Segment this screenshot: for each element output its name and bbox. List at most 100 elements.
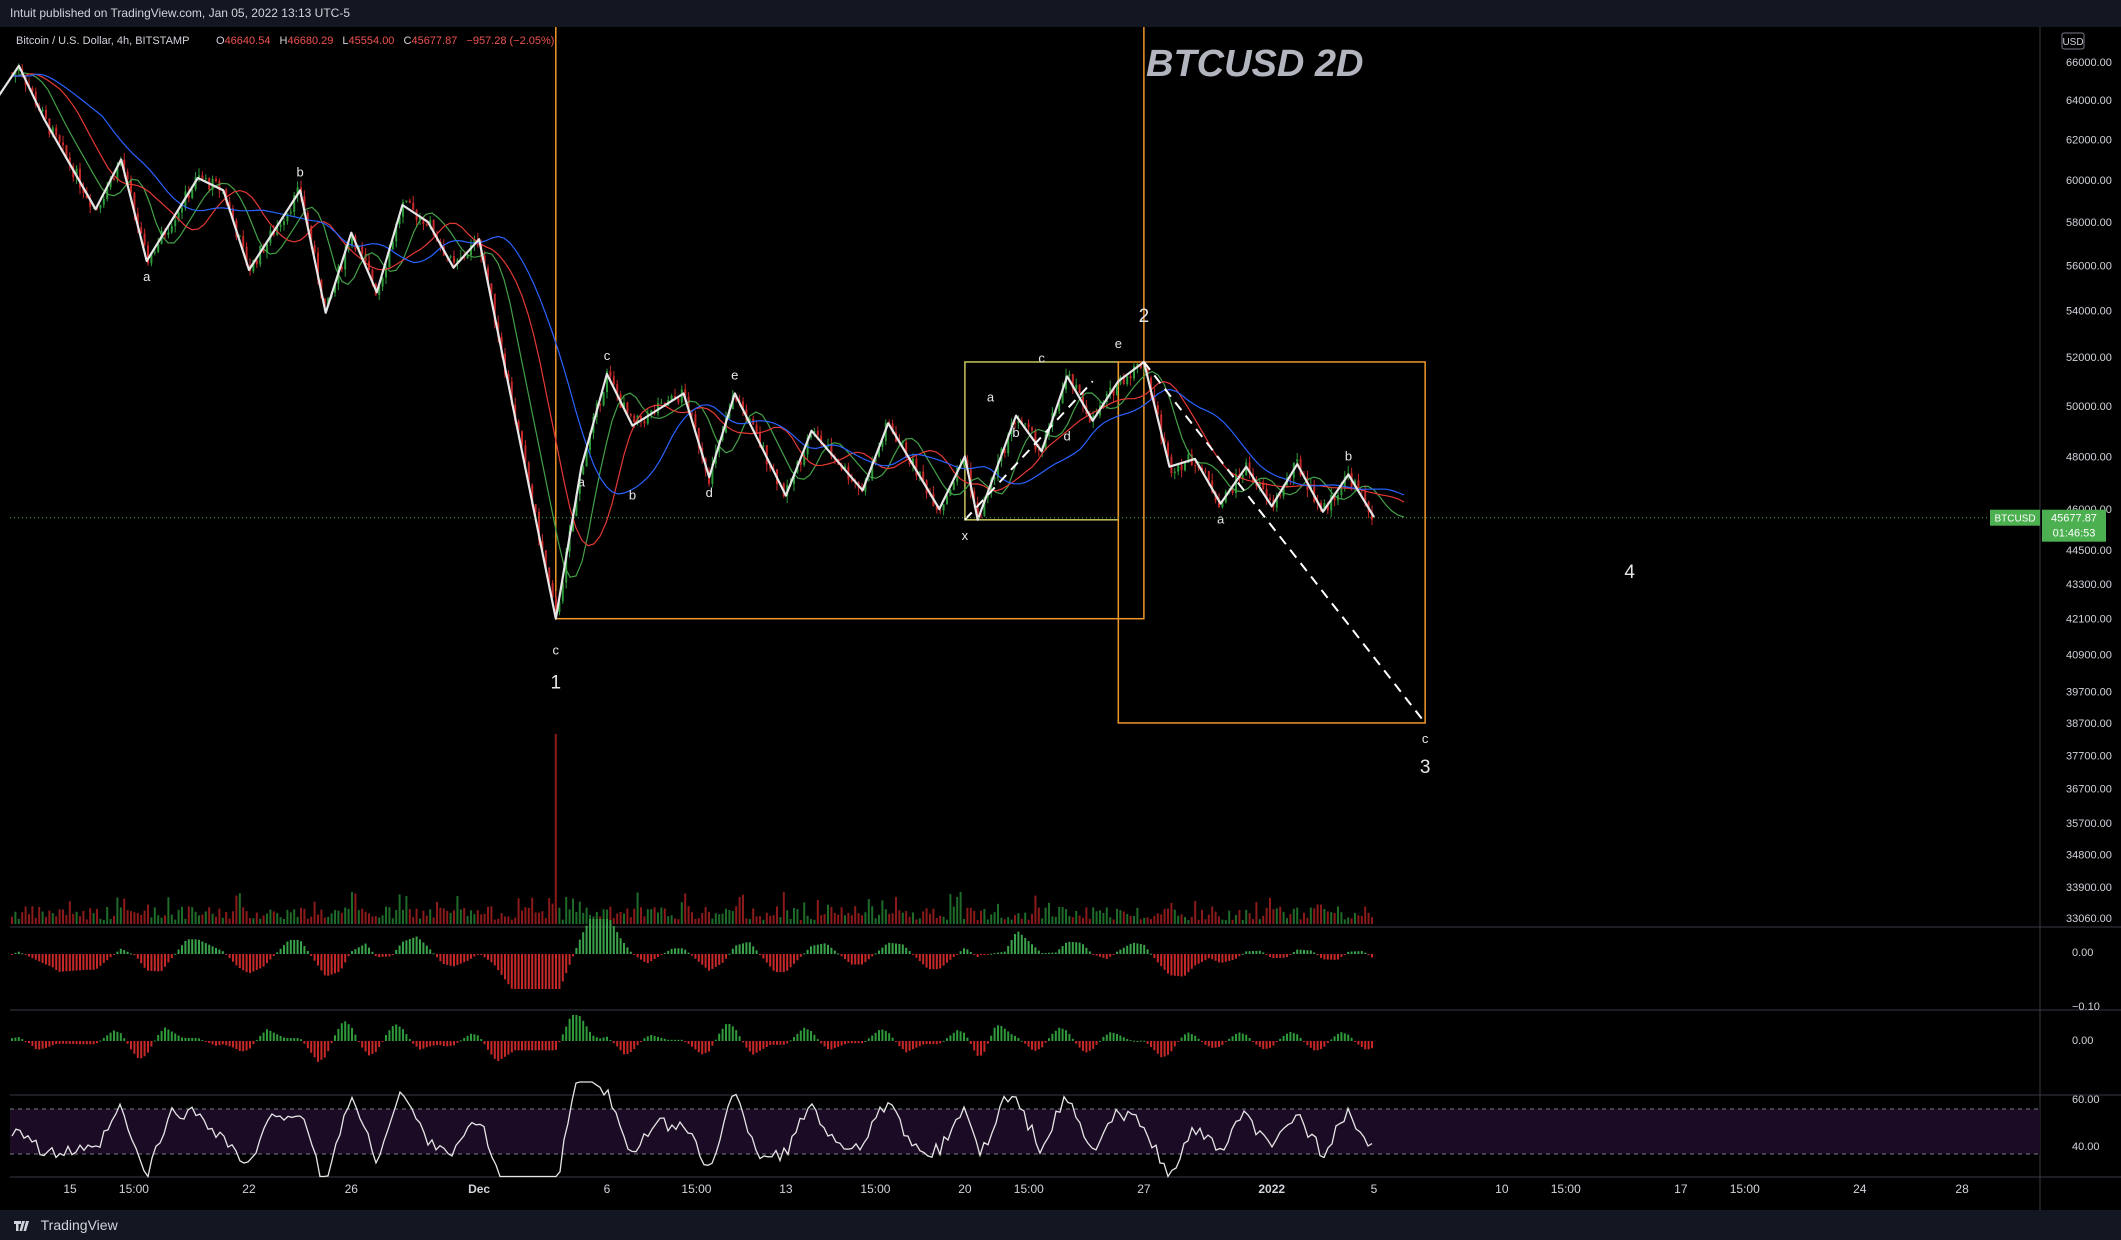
oscillator-1-bar <box>1051 952 1054 954</box>
oscillator-1-bar <box>1150 953 1152 955</box>
price-tag-value: 45677.87 <box>2051 513 2097 525</box>
volume-bar <box>742 894 744 924</box>
oscillator-2-bar <box>55 1041 58 1045</box>
volume-bar <box>524 907 527 924</box>
oscillator-1-bar <box>643 954 646 962</box>
oscillator-2-bar <box>1044 1041 1047 1043</box>
oscillator-1-bar <box>1119 949 1122 954</box>
chart-title: BTCUSD 2D <box>1146 43 1363 85</box>
candle-body <box>616 384 619 395</box>
candle-body <box>510 381 513 405</box>
oscillator-1-bar <box>191 939 194 954</box>
candle-body <box>1269 497 1271 500</box>
candle-body <box>711 463 714 484</box>
oscillator-2-bar <box>136 1041 139 1059</box>
volume-bar <box>997 903 999 924</box>
volume-bar <box>381 915 384 924</box>
oscillator-2-bar <box>612 1041 615 1044</box>
oscillator-2-bar <box>585 1026 588 1041</box>
oscillator-2-bar <box>31 1041 34 1046</box>
oscillator-1-bar <box>374 954 377 956</box>
oscillator-2-bar <box>810 1031 812 1041</box>
oscillator-1-bar <box>21 953 24 955</box>
oscillator-1-bar <box>1272 954 1275 959</box>
volume-bar <box>160 917 163 924</box>
oscillator-2-bar <box>378 1041 381 1048</box>
oscillator-2-bar <box>939 1041 942 1044</box>
oscillator-2-bar <box>422 1041 425 1049</box>
volume-bar <box>493 919 496 924</box>
wave-label: a <box>1217 512 1225 527</box>
oscillator-2-bar <box>592 1035 595 1041</box>
oscillator-2-bar <box>242 1041 245 1052</box>
oscillator-2-bar <box>765 1041 768 1047</box>
candle-body <box>755 424 758 434</box>
price-tag-countdown: 01:46:53 <box>2053 528 2096 540</box>
volume-bar <box>1218 916 1220 924</box>
candle-body <box>765 445 768 465</box>
volume-bar <box>776 906 778 924</box>
oscillator-1-bar <box>119 948 122 954</box>
oscillator-1-bar <box>1323 954 1326 960</box>
candle-body <box>816 431 819 436</box>
volume-bar <box>412 917 415 924</box>
oscillator-2-bar <box>561 1034 564 1041</box>
candle-body <box>626 402 629 414</box>
volume-bar <box>1228 910 1231 924</box>
candle-body <box>1017 421 1020 423</box>
candle-body <box>1156 404 1159 415</box>
oscillator-2-bar <box>473 1034 476 1041</box>
oscillator-2-bar <box>374 1041 377 1052</box>
volume-bar <box>143 910 146 924</box>
volume-bar <box>806 915 809 924</box>
volume-bar <box>1034 895 1037 924</box>
candle-body <box>62 142 64 146</box>
oscillator-1-bar <box>714 954 717 967</box>
candle-body <box>864 480 867 492</box>
oscillator-1-bar <box>347 954 350 957</box>
oscillator-2-bar <box>266 1029 268 1041</box>
oscillator-2-bar <box>456 1041 459 1043</box>
dashed-projections[interactable] <box>964 361 1426 724</box>
candle-body <box>419 217 421 220</box>
candle-body <box>1133 366 1135 379</box>
oscillator-1-bar <box>1116 951 1118 954</box>
volume-bar <box>623 913 625 924</box>
oscillator-1-bar <box>1041 953 1044 955</box>
oscillator-2-bar <box>1306 1041 1309 1046</box>
oscillator-1-bar <box>891 943 894 954</box>
volume-bar <box>864 912 867 924</box>
candle-body <box>259 245 262 265</box>
oscillator-1-bar <box>113 954 115 955</box>
oscillator-1-bar <box>575 948 578 954</box>
oscillator-1-bar <box>633 954 636 956</box>
volume-bar <box>378 917 381 924</box>
oscillator-1-bar <box>765 954 768 963</box>
candle-body <box>276 226 279 235</box>
volume-bar <box>565 896 568 924</box>
elliott-wave-path[interactable] <box>0 64 1375 620</box>
volume-bar <box>269 909 272 924</box>
volume-bar <box>993 912 996 924</box>
volume-bar <box>38 907 41 924</box>
oscillator-2-bar <box>714 1039 717 1041</box>
time-axis[interactable]: 15 15:00 22 26 Dec 6 15:00 13 15:00 20 15:00 27 2022… <box>63 1182 1969 1196</box>
volume-bar <box>813 919 816 924</box>
oscillator-2-bar <box>1231 1036 1234 1041</box>
candle-body <box>973 491 976 503</box>
oscillator-2-bar <box>1241 1033 1244 1041</box>
volume-bar <box>425 915 428 924</box>
volume-bar <box>844 915 846 924</box>
drawing-rectangles[interactable] <box>555 27 1426 724</box>
oscillator-2-bar <box>1296 1034 1299 1041</box>
oscillator-1-bar <box>55 954 58 970</box>
volume-bar <box>255 912 258 924</box>
oscillator-2-bar <box>133 1041 136 1054</box>
oscillator-2-bar <box>143 1041 146 1057</box>
oscillator-2-bar <box>72 1041 75 1045</box>
oscillator-1-bar <box>653 954 656 960</box>
price-tick-label: 60000.00 <box>2066 175 2112 187</box>
price-axis[interactable]: 66000.0064000.0062000.0060000.0058000.00… <box>1990 32 2112 1153</box>
oscillator-2-bar <box>663 1038 666 1041</box>
